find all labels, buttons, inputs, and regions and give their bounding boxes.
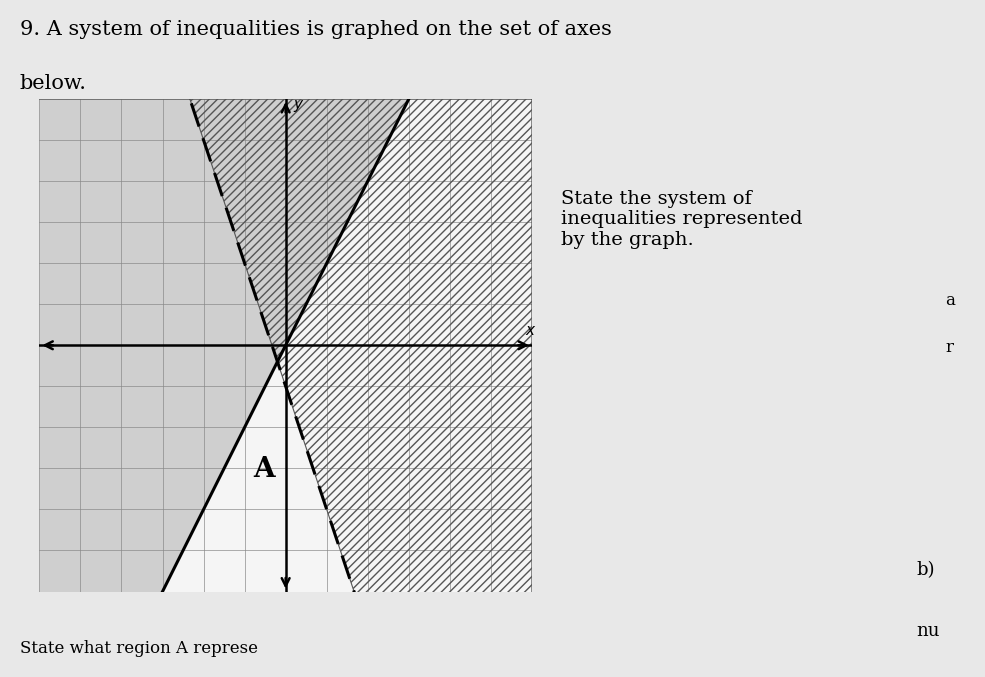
Text: A: A <box>253 456 275 483</box>
Text: State the system of
inequalities represented
by the graph.: State the system of inequalities represe… <box>561 190 803 249</box>
Text: State what region A represe: State what region A represe <box>20 640 258 657</box>
Text: 9. A system of inequalities is graphed on the set of axes: 9. A system of inequalities is graphed o… <box>20 20 612 39</box>
Text: y: y <box>294 97 302 112</box>
Text: b): b) <box>916 561 935 580</box>
Text: x: x <box>526 323 535 338</box>
Text: nu: nu <box>916 622 940 640</box>
Text: a: a <box>946 292 955 309</box>
Text: below.: below. <box>20 74 87 93</box>
Text: r: r <box>946 339 953 356</box>
